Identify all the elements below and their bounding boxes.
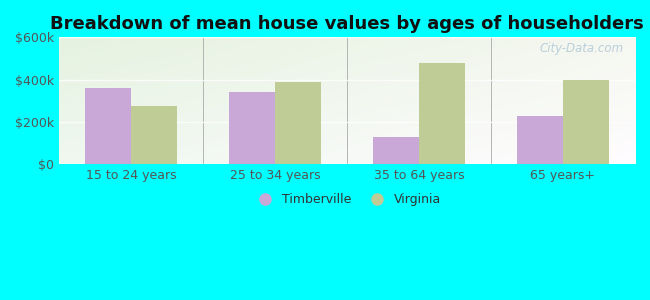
Bar <box>131 106 177 164</box>
Bar <box>275 82 321 164</box>
Title: Breakdown of mean house values by ages of householders: Breakdown of mean house values by ages o… <box>50 15 644 33</box>
Bar <box>229 92 275 164</box>
Bar <box>419 63 465 164</box>
Text: City-Data.com: City-Data.com <box>540 42 623 56</box>
Bar <box>85 88 131 164</box>
Bar <box>373 137 419 164</box>
Legend: Timberville, Virginia: Timberville, Virginia <box>248 188 447 211</box>
Bar <box>517 116 563 164</box>
Bar <box>563 80 609 164</box>
